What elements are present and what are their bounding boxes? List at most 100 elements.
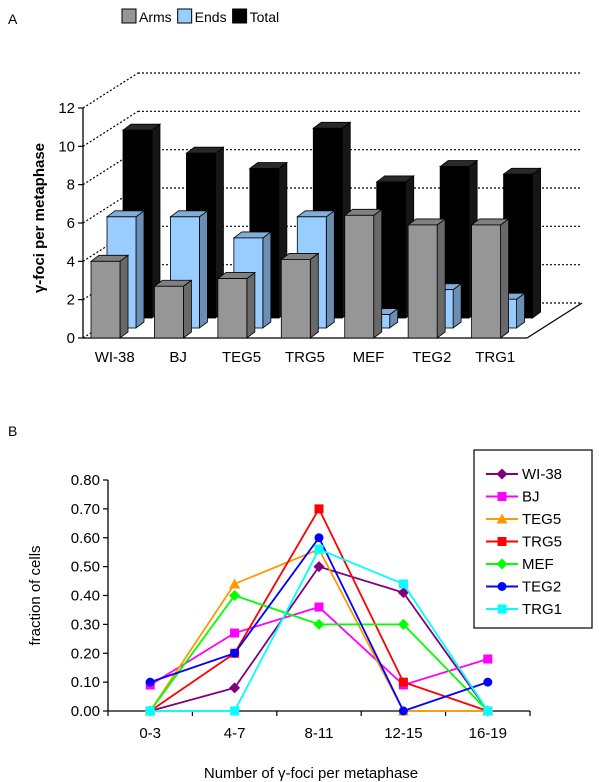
x-tick-label-a: TEG5 bbox=[222, 349, 261, 366]
y-tick-label-a: 2 bbox=[67, 292, 75, 309]
bar-arms-mef bbox=[343, 208, 383, 339]
legend-label-trg1: TRG1 bbox=[522, 601, 562, 618]
y-tick-label-a: 4 bbox=[67, 253, 75, 270]
x-tick-label-a: TEG2 bbox=[412, 349, 451, 366]
bar-side bbox=[119, 254, 129, 339]
data-point-mef-12-15 bbox=[397, 618, 409, 630]
bar-front bbox=[407, 224, 438, 339]
data-point-bj-16-19 bbox=[483, 654, 493, 664]
series-line-teg5 bbox=[149, 548, 488, 712]
bar-arms-teg2 bbox=[406, 218, 447, 339]
y-tick-label-b: 0.80 bbox=[71, 472, 100, 489]
legend-label-teg2: TEG2 bbox=[522, 579, 561, 596]
data-point-teg2-16-19 bbox=[483, 677, 493, 687]
bar-front bbox=[90, 260, 121, 339]
panel-label-b: B bbox=[8, 423, 17, 439]
y-tick-label-b: 0.30 bbox=[71, 616, 100, 633]
data-point-teg2-4-7 bbox=[230, 648, 240, 658]
data-point-trg1-16-19 bbox=[483, 706, 493, 716]
y-tick-label-b: 0.40 bbox=[71, 588, 100, 605]
bar-side bbox=[135, 210, 145, 329]
side-gridline-12 bbox=[82, 72, 139, 109]
bar-front bbox=[280, 259, 311, 339]
y-axis-label-b: fraction of cells bbox=[27, 545, 44, 645]
data-point-teg2-8-11 bbox=[314, 533, 324, 543]
legend-marker-mef bbox=[496, 558, 508, 570]
series-teg2 bbox=[145, 533, 493, 716]
bar-side bbox=[199, 210, 208, 329]
series-wi-38 bbox=[144, 561, 494, 717]
legend-marker-trg1 bbox=[497, 604, 507, 614]
series-line-trg1 bbox=[150, 548, 489, 712]
bar-side bbox=[436, 218, 446, 339]
data-point-bj-4-7 bbox=[230, 628, 240, 638]
data-point-wi-38-8-11 bbox=[313, 561, 325, 573]
y-tick-label-a: 10 bbox=[58, 138, 75, 155]
legend-label-teg5: TEG5 bbox=[522, 511, 561, 528]
series-line-wi-38 bbox=[149, 565, 489, 712]
bar-side bbox=[325, 210, 335, 329]
bar-arms-teg5 bbox=[216, 271, 257, 339]
bar-side bbox=[183, 279, 192, 339]
bar-arms-bj bbox=[153, 279, 193, 339]
legend-label-total: Total bbox=[250, 9, 280, 25]
bar-side bbox=[452, 282, 462, 329]
legend-marker-bj bbox=[497, 492, 507, 501]
bar-arms-wi-38 bbox=[89, 254, 130, 339]
series-line-bj bbox=[149, 606, 489, 687]
side-gridline-6 bbox=[82, 187, 139, 224]
legend-label-wi-38: WI-38 bbox=[522, 466, 562, 483]
x-tick-label-b: 0-3 bbox=[139, 725, 161, 742]
bar-front bbox=[154, 285, 184, 339]
bar-side bbox=[373, 208, 383, 339]
y-tick-label-a: 6 bbox=[67, 215, 75, 232]
legend-label-mef: MEF bbox=[522, 556, 554, 573]
bar-front bbox=[344, 214, 375, 339]
legend-marker-trg5 bbox=[497, 537, 507, 546]
data-point-wi-38-12-15 bbox=[397, 587, 409, 599]
series-trg1 bbox=[145, 544, 493, 716]
data-point-trg5-8-11 bbox=[314, 504, 324, 514]
y-tick-label-b: 0.20 bbox=[71, 645, 100, 662]
data-point-bj-8-11 bbox=[314, 602, 324, 612]
legend-label-trg5: TRG5 bbox=[522, 534, 562, 551]
y-tick-label-a: 12 bbox=[58, 100, 75, 117]
legend-swatch-ends bbox=[177, 8, 193, 24]
x-axis-label-b: Number of γ-foci per metaphase bbox=[204, 765, 418, 782]
data-point-teg2-12-15 bbox=[398, 706, 408, 716]
bar-side bbox=[262, 231, 272, 329]
x-tick-label-b: 16-19 bbox=[469, 725, 507, 742]
data-point-mef-4-7 bbox=[229, 590, 241, 601]
data-point-trg5-12-15 bbox=[398, 677, 408, 687]
bar-front bbox=[471, 224, 501, 339]
x-tick-label-a: WI-38 bbox=[95, 349, 135, 366]
data-point-teg2-0-3 bbox=[145, 677, 155, 687]
y-tick-label-b: 0.70 bbox=[71, 501, 100, 518]
x-tick-label-a: TRG5 bbox=[285, 349, 325, 366]
bar-arms-trg1 bbox=[470, 218, 510, 339]
side-gridline-10 bbox=[82, 110, 139, 147]
legend-label-arms: Arms bbox=[139, 9, 172, 25]
bar-side bbox=[309, 252, 319, 339]
x-tick-label-b: 12-15 bbox=[384, 725, 422, 742]
data-point-trg1-0-3 bbox=[145, 706, 155, 716]
side-gridline-8 bbox=[82, 149, 139, 186]
bar-side bbox=[500, 218, 509, 339]
y-tick-label-b: 0.00 bbox=[71, 703, 100, 720]
panel-label-a: A bbox=[8, 11, 18, 27]
x-tick-label-a: BJ bbox=[169, 349, 187, 366]
bar-front bbox=[217, 278, 248, 339]
legend-marker-teg5 bbox=[496, 513, 508, 524]
bar-side bbox=[532, 167, 541, 319]
y-tick-label-a: 0 bbox=[67, 330, 75, 347]
data-point-trg1-8-11 bbox=[314, 544, 324, 554]
y-tick-label-a: 8 bbox=[67, 177, 75, 194]
legend-marker-wi-38 bbox=[496, 468, 508, 480]
x-tick-label-a: TRG1 bbox=[475, 349, 515, 366]
y-tick-label-b: 0.60 bbox=[71, 530, 100, 547]
x-tick-label-a: MEF bbox=[353, 349, 385, 366]
data-point-trg1-4-7 bbox=[230, 706, 240, 716]
legend-swatch-total bbox=[232, 8, 248, 24]
data-point-trg1-12-15 bbox=[398, 579, 408, 589]
